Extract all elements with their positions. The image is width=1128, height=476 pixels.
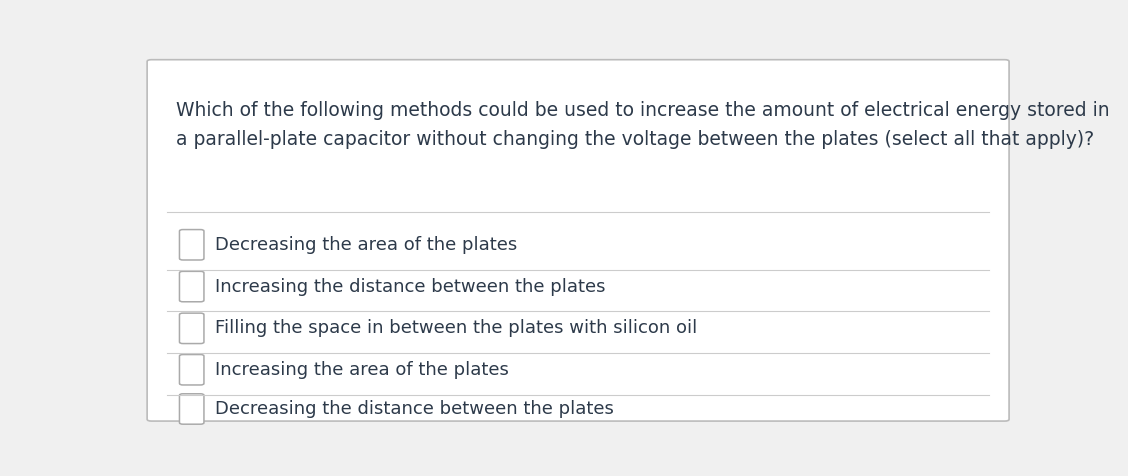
Text: Filling the space in between the plates with silicon oil: Filling the space in between the plates … [215,319,697,337]
FancyBboxPatch shape [147,60,1010,421]
Text: Which of the following methods could be used to increase the amount of electrica: Which of the following methods could be … [176,101,1110,149]
Text: Increasing the area of the plates: Increasing the area of the plates [215,361,509,379]
Text: Decreasing the distance between the plates: Decreasing the distance between the plat… [215,400,614,418]
Text: Decreasing the area of the plates: Decreasing the area of the plates [215,236,518,254]
FancyBboxPatch shape [179,271,204,302]
FancyBboxPatch shape [179,355,204,385]
Text: Increasing the distance between the plates: Increasing the distance between the plat… [215,278,606,296]
FancyBboxPatch shape [179,313,204,344]
FancyBboxPatch shape [179,229,204,260]
FancyBboxPatch shape [179,394,204,424]
